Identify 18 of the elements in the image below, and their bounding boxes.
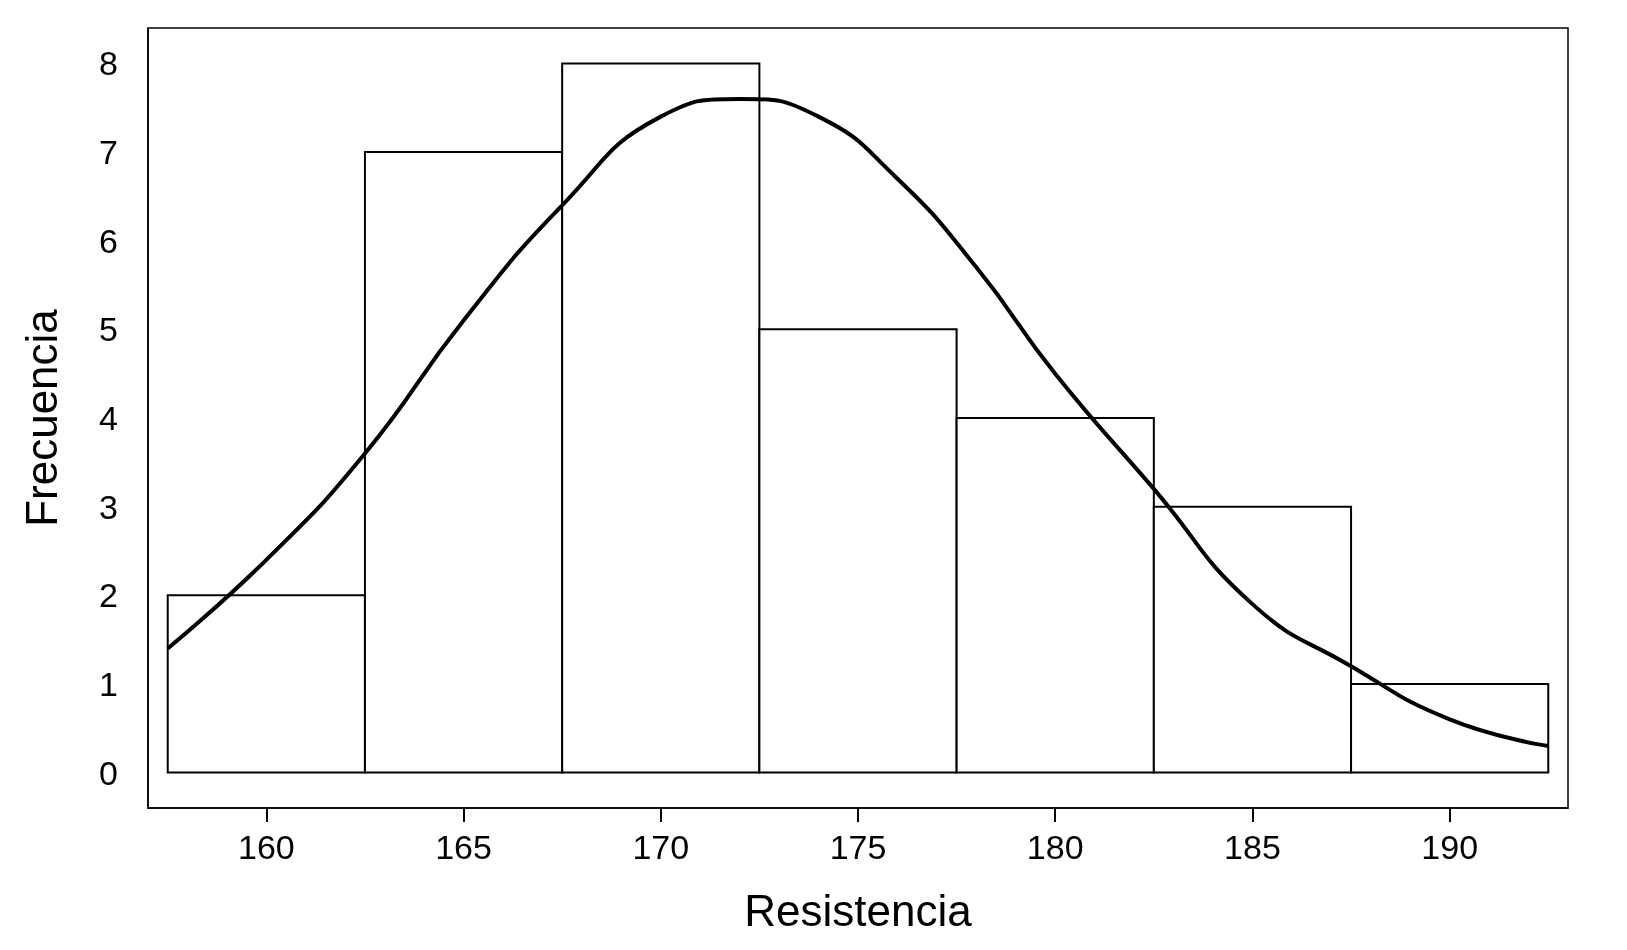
y-tick-label: 0: [99, 753, 118, 792]
y-axis-title: Frecuencia: [16, 308, 66, 527]
x-tick-label: 175: [829, 828, 887, 866]
x-tick-label: 160: [237, 828, 295, 866]
x-tick-label: 185: [1224, 828, 1281, 866]
x-axis-title: Resistencia: [744, 885, 973, 935]
y-tick-label: 6: [99, 221, 118, 260]
y-tick-label: 8: [99, 44, 118, 83]
x-tick-label: 190: [1421, 828, 1479, 866]
y-tick-label: 1: [99, 664, 118, 703]
x-tick-label: 170: [632, 828, 690, 866]
y-tick-label: 2: [99, 576, 118, 615]
y-tick-label: 4: [99, 399, 118, 437]
x-tick-label: 180: [1026, 828, 1084, 866]
y-tick-label: 5: [99, 310, 118, 349]
x-tick-label: 165: [435, 828, 492, 866]
y-tick-label: 7: [99, 133, 118, 172]
y-tick-label: 3: [99, 487, 118, 526]
